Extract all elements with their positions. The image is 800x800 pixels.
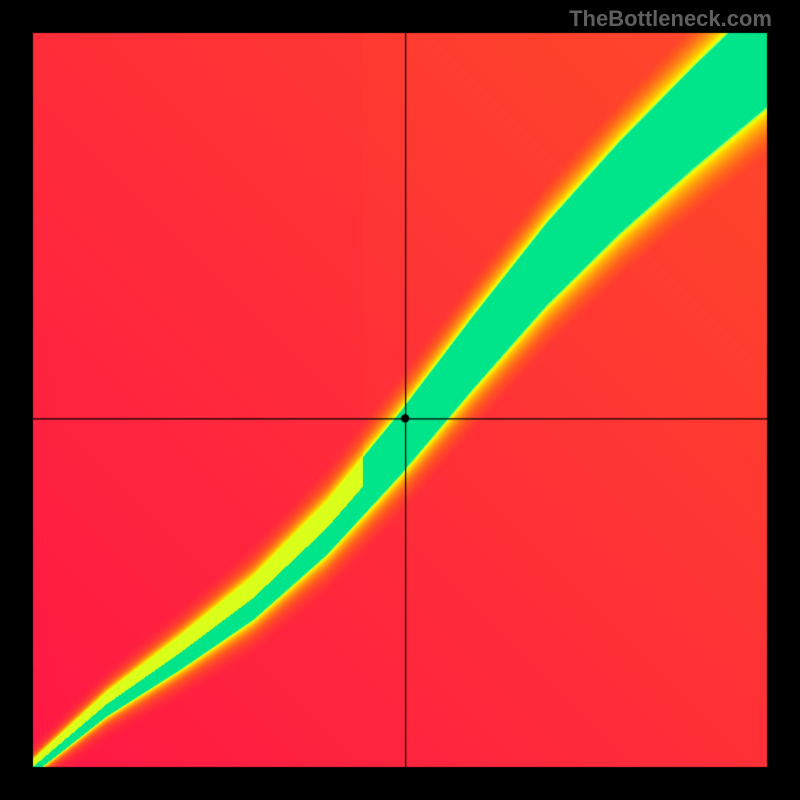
bottleneck-heatmap-container: TheBottleneck.com	[0, 0, 800, 800]
heatmap-canvas	[0, 0, 800, 800]
source-watermark: TheBottleneck.com	[569, 6, 772, 32]
